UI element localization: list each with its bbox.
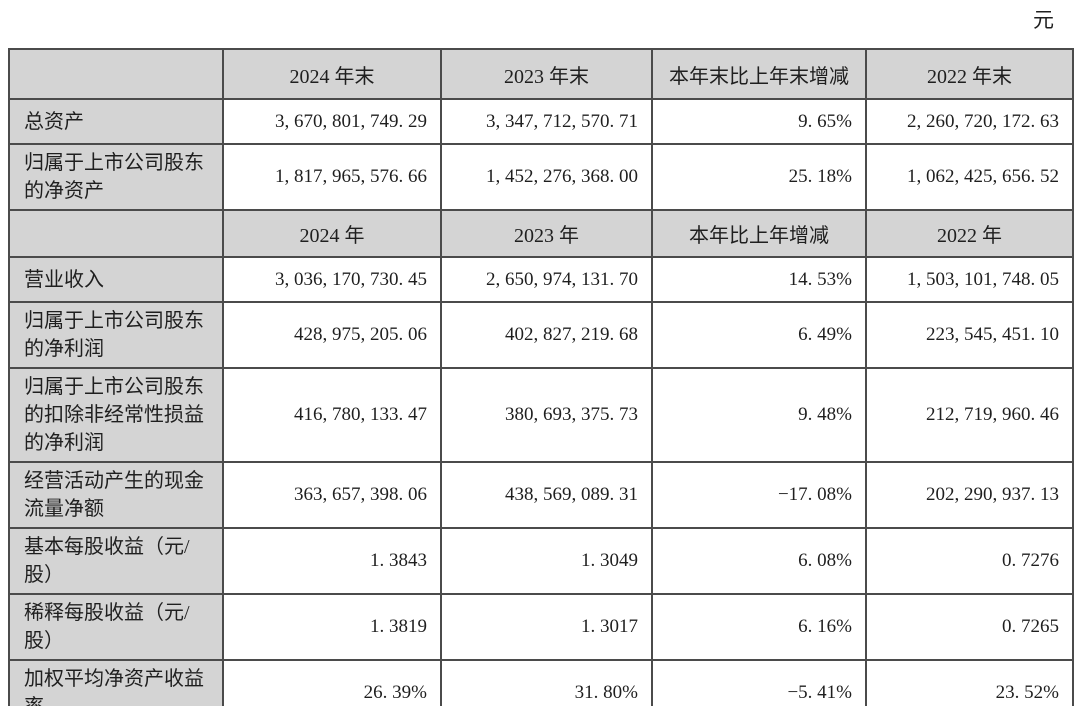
cell-value: 3, 347, 712, 570. 71	[440, 98, 653, 145]
currency-unit-label: 元	[1033, 8, 1054, 32]
column-header-2022: 2022 年	[865, 209, 1074, 258]
column-header-2024: 2024 年	[222, 209, 442, 258]
cell-value: 202, 290, 937. 13	[865, 461, 1074, 529]
row-label: 归属于上市公司股东的净资产	[8, 143, 224, 211]
row-label: 归属于上市公司股东的扣除非经常性损益的净利润	[8, 367, 224, 463]
row-label: 加权平均净资产收益率	[8, 659, 224, 706]
table-row-operating-cash-flow: 经营活动产生的现金流量净额 363, 657, 398. 06 438, 569…	[8, 461, 1074, 529]
header-row-year-end: 2024 年末 2023 年末 本年末比上年末增减 2022 年末	[8, 48, 1074, 100]
cell-value: 1. 3049	[440, 527, 653, 595]
cell-value: 6. 08%	[651, 527, 867, 595]
cell-value: 23. 52%	[865, 659, 1074, 706]
cell-value: 3, 670, 801, 749. 29	[222, 98, 442, 145]
row-label: 营业收入	[8, 256, 224, 303]
table-row-net-profit-attributable: 归属于上市公司股东的净利润 428, 975, 205. 06 402, 827…	[8, 301, 1074, 369]
row-label: 稀释每股收益（元/股）	[8, 593, 224, 661]
column-header-yoy-change: 本年比上年增减	[651, 209, 867, 258]
column-header-blank	[8, 209, 224, 258]
row-label: 归属于上市公司股东的净利润	[8, 301, 224, 369]
cell-value: 2, 260, 720, 172. 63	[865, 98, 1074, 145]
cell-value: 9. 65%	[651, 98, 867, 145]
table-row-weighted-avg-roe: 加权平均净资产收益率 26. 39% 31. 80% −5. 41% 23. 5…	[8, 659, 1074, 706]
row-label: 经营活动产生的现金流量净额	[8, 461, 224, 529]
cell-value: 1, 452, 276, 368. 00	[440, 143, 653, 211]
cell-value: 25. 18%	[651, 143, 867, 211]
cell-value: 3, 036, 170, 730. 45	[222, 256, 442, 303]
column-header-blank	[8, 48, 224, 100]
cell-value: −17. 08%	[651, 461, 867, 529]
financial-indicators-table: 2024 年末 2023 年末 本年末比上年末增减 2022 年末 总资产 3,…	[8, 48, 1074, 706]
cell-value: 14. 53%	[651, 256, 867, 303]
cell-value: 402, 827, 219. 68	[440, 301, 653, 369]
cell-value: 1. 3017	[440, 593, 653, 661]
cell-value: 428, 975, 205. 06	[222, 301, 442, 369]
cell-value: 2, 650, 974, 131. 70	[440, 256, 653, 303]
column-header-yoy-change-year-end: 本年末比上年末增减	[651, 48, 867, 100]
cell-value: −5. 41%	[651, 659, 867, 706]
table-row-total-assets: 总资产 3, 670, 801, 749. 29 3, 347, 712, 57…	[8, 98, 1074, 145]
header-row-annual: 2024 年 2023 年 本年比上年增减 2022 年	[8, 209, 1074, 258]
cell-value: 1. 3843	[222, 527, 442, 595]
cell-value: 31. 80%	[440, 659, 653, 706]
cell-value: 1, 503, 101, 748. 05	[865, 256, 1074, 303]
column-header-2024-year-end: 2024 年末	[222, 48, 442, 100]
table-row-basic-eps: 基本每股收益（元/股） 1. 3843 1. 3049 6. 08% 0. 72…	[8, 527, 1074, 595]
column-header-2023: 2023 年	[440, 209, 653, 258]
cell-value: 1, 062, 425, 656. 52	[865, 143, 1074, 211]
cell-value: 438, 569, 089. 31	[440, 461, 653, 529]
column-header-2023-year-end: 2023 年末	[440, 48, 653, 100]
cell-value: 212, 719, 960. 46	[865, 367, 1074, 463]
cell-value: 6. 16%	[651, 593, 867, 661]
cell-value: 223, 545, 451. 10	[865, 301, 1074, 369]
cell-value: 363, 657, 398. 06	[222, 461, 442, 529]
table-row-diluted-eps: 稀释每股收益（元/股） 1. 3819 1. 3017 6. 16% 0. 72…	[8, 593, 1074, 661]
row-label: 总资产	[8, 98, 224, 145]
cell-value: 416, 780, 133. 47	[222, 367, 442, 463]
table-row-net-assets-attributable: 归属于上市公司股东的净资产 1, 817, 965, 576. 66 1, 45…	[8, 143, 1074, 211]
table-row-operating-revenue: 营业收入 3, 036, 170, 730. 45 2, 650, 974, 1…	[8, 256, 1074, 303]
cell-value: 0. 7265	[865, 593, 1074, 661]
cell-value: 380, 693, 375. 73	[440, 367, 653, 463]
cell-value: 9. 48%	[651, 367, 867, 463]
cell-value: 1. 3819	[222, 593, 442, 661]
cell-value: 1, 817, 965, 576. 66	[222, 143, 442, 211]
cell-value: 6. 49%	[651, 301, 867, 369]
cell-value: 26. 39%	[222, 659, 442, 706]
column-header-2022-year-end: 2022 年末	[865, 48, 1074, 100]
row-label: 基本每股收益（元/股）	[8, 527, 224, 595]
cell-value: 0. 7276	[865, 527, 1074, 595]
table-row-net-profit-excl-nonrecurring: 归属于上市公司股东的扣除非经常性损益的净利润 416, 780, 133. 47…	[8, 367, 1074, 463]
